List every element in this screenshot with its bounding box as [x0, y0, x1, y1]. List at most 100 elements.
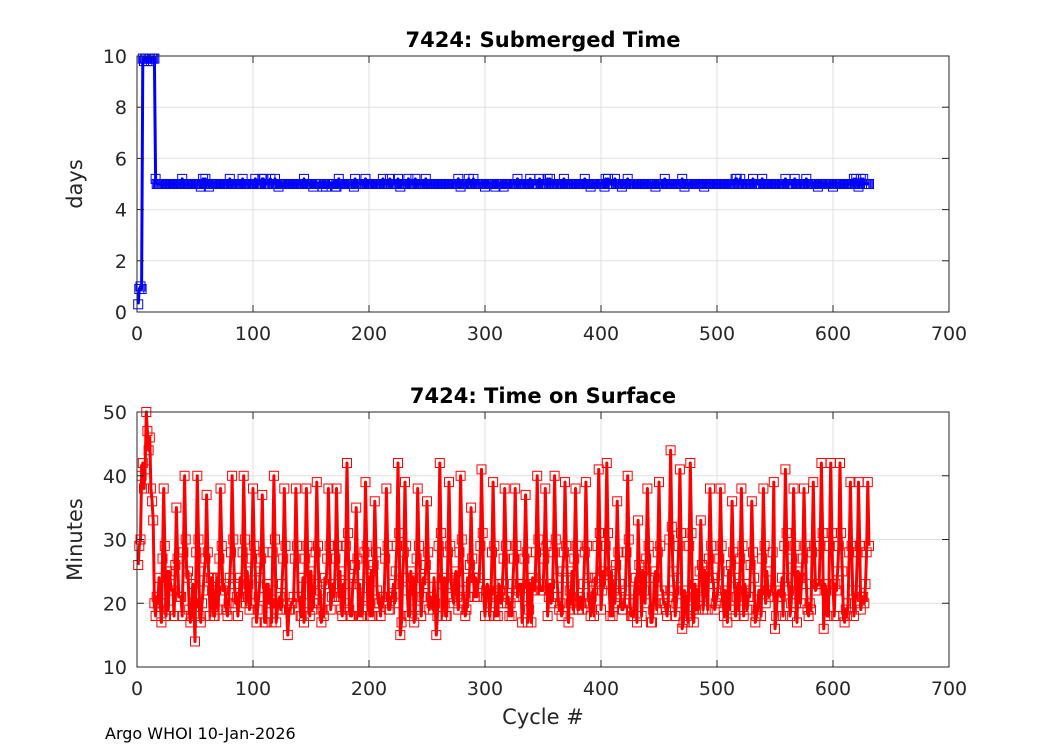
data-point-marker [455, 470, 466, 481]
y-tick-label: 50 [103, 402, 127, 424]
data-point-marker [145, 56, 156, 67]
data-point-marker [151, 591, 162, 602]
data-point-marker [821, 585, 831, 596]
data-point-marker [358, 591, 369, 602]
data-point-marker [862, 477, 873, 488]
data-point-marker [163, 604, 174, 615]
data-point-marker [803, 611, 814, 621]
data-point-marker [633, 515, 644, 526]
data-point-marker [134, 540, 145, 551]
data-point-marker [672, 572, 683, 583]
data-point-marker [732, 579, 743, 590]
data-point-marker [665, 445, 676, 456]
data-point-marker [405, 566, 416, 577]
data-point-marker [265, 585, 276, 596]
data-point-marker [215, 483, 226, 494]
data-point-marker [352, 553, 363, 564]
data-point-marker [170, 560, 181, 570]
data-point-marker [302, 540, 313, 551]
data-point-marker [213, 604, 224, 615]
data-point-marker [714, 553, 725, 564]
data-point-marker [216, 540, 227, 551]
x-tick-label: 700 [931, 323, 967, 345]
data-point-marker [564, 585, 575, 596]
data-point-marker [618, 604, 628, 615]
data-point-marker [330, 553, 341, 564]
data-point-marker [315, 585, 326, 596]
data-point-marker [430, 598, 441, 609]
data-point-marker [487, 547, 497, 558]
data-point-marker [542, 611, 553, 621]
data-point-marker [706, 540, 717, 551]
x-tick-label: 0 [131, 323, 143, 345]
data-point-marker [393, 458, 403, 468]
data-point-marker [752, 604, 763, 615]
data-point-marker [289, 553, 300, 564]
data-point-marker [452, 591, 463, 602]
data-point-marker [308, 598, 319, 609]
data-point-marker [611, 560, 622, 570]
data-point-marker [601, 458, 612, 468]
data-point-marker [600, 540, 611, 551]
data-point-marker [622, 470, 633, 481]
data-point-marker [466, 502, 477, 513]
data-point-marker [510, 483, 521, 494]
data-point-marker [397, 572, 408, 583]
data-point-marker [143, 445, 154, 456]
data-point-marker [593, 464, 604, 475]
data-point-marker [488, 477, 499, 488]
data-point-marker [859, 598, 870, 609]
data-point-marker [321, 579, 332, 590]
data-point-marker [775, 591, 786, 602]
data-point-marker [764, 591, 775, 602]
data-point-marker [219, 579, 229, 590]
data-point-marker [760, 598, 771, 609]
x-tick-label: 0 [131, 678, 143, 700]
data-point-marker [662, 611, 673, 621]
data-point-marker [499, 483, 510, 494]
x-tick-label: 200 [351, 678, 387, 700]
data-point-marker [368, 560, 379, 570]
data-point-marker [558, 547, 569, 558]
data-point-marker [139, 483, 149, 494]
x-tick-label: 200 [351, 323, 387, 345]
data-point-marker [614, 579, 625, 590]
submerged-y-axis-label: days [63, 159, 87, 209]
data-point-marker [366, 566, 377, 577]
data-point-marker [145, 483, 156, 494]
data-point-marker [664, 534, 675, 545]
data-point-marker [441, 611, 452, 621]
x-tick-label: 100 [235, 323, 271, 345]
data-point-marker [650, 566, 661, 577]
series-line [136, 410, 871, 643]
data-point-marker [307, 604, 318, 615]
data-point-marker [409, 617, 420, 628]
data-point-marker [133, 299, 144, 310]
data-point-marker [831, 585, 842, 596]
data-point-marker [137, 458, 148, 468]
data-point-marker [758, 483, 769, 494]
data-point-marker [135, 281, 146, 292]
data-point-marker [181, 572, 192, 583]
data-point-marker [243, 579, 254, 590]
data-point-marker [594, 528, 605, 539]
data-point-marker [584, 598, 595, 609]
data-point-marker [596, 604, 606, 615]
data-point-marker [565, 598, 576, 609]
data-point-marker [277, 579, 287, 590]
data-point-marker [839, 617, 850, 628]
data-point-marker [757, 553, 768, 564]
data-point-marker [720, 585, 731, 596]
data-point-marker [451, 566, 461, 577]
data-point-marker [748, 547, 758, 558]
data-point-marker [292, 540, 303, 551]
data-point-marker [350, 560, 361, 570]
data-point-marker [418, 572, 429, 583]
data-point-marker [729, 572, 740, 583]
data-point-marker [335, 566, 345, 577]
data-point-marker [710, 598, 721, 609]
data-point-marker [484, 611, 495, 621]
data-point-marker [164, 566, 175, 577]
data-point-marker [354, 579, 365, 590]
